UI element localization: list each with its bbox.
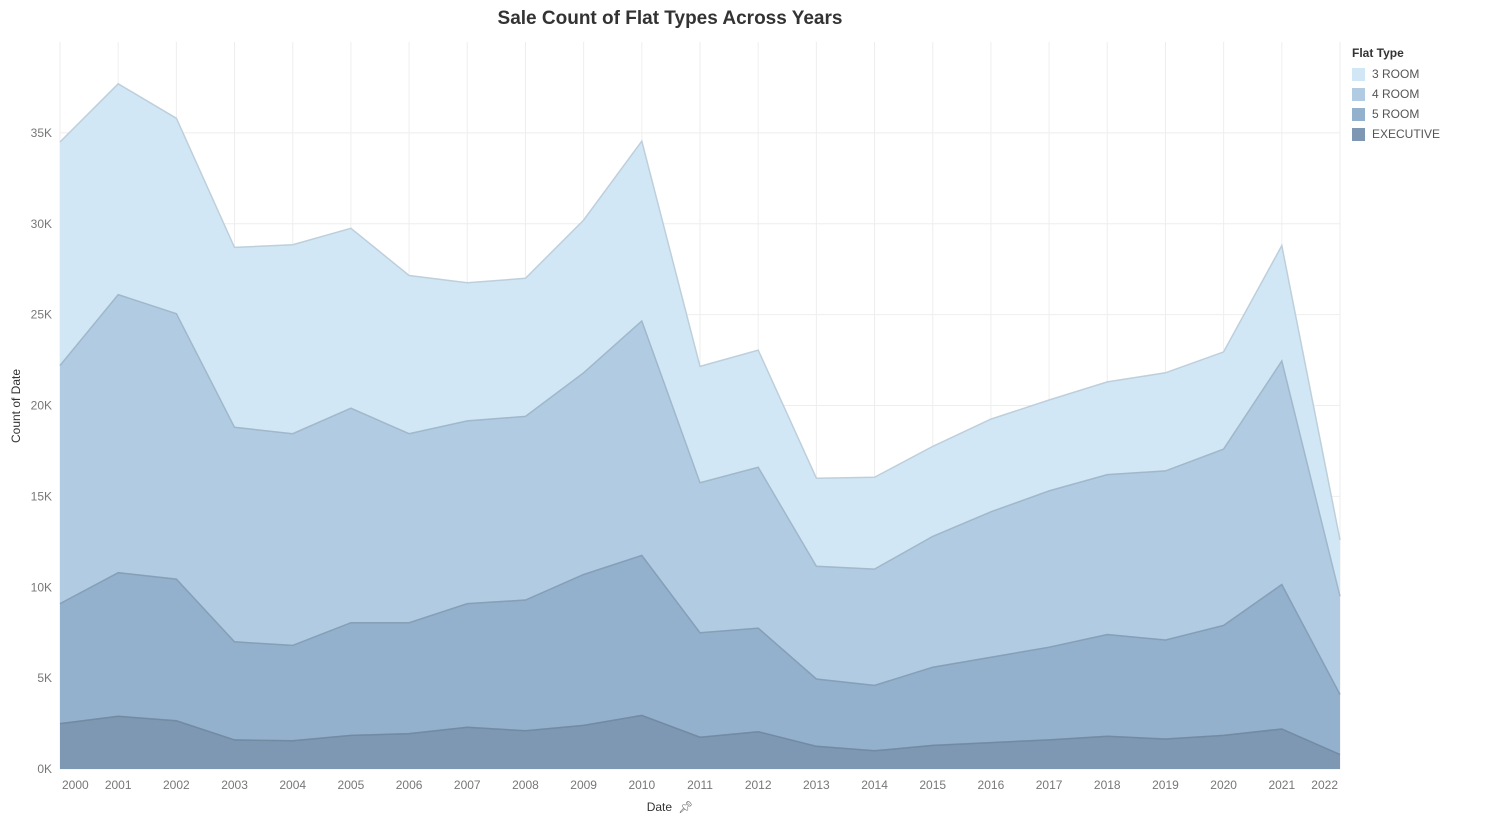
legend-label: 4 ROOM: [1372, 87, 1420, 101]
line-executive: [59, 714, 1341, 756]
x-tick-label: 2000: [62, 778, 89, 792]
chart-title: Sale Count of Flat Types Across Years: [497, 8, 843, 29]
x-tick-label: 2005: [338, 778, 365, 792]
x-tick-label: 2017: [1036, 778, 1063, 792]
area-4-room[interactable]: [60, 294, 1340, 695]
line-4-room: [59, 293, 1341, 597]
y-tick-label: 25K: [31, 308, 52, 322]
y-axis-title: Count of Date: [9, 369, 23, 443]
legend-swatch: [1352, 107, 1365, 121]
legend-item-executive[interactable]: EXECUTIVE: [1352, 124, 1440, 144]
x-tick-label: 2018: [1094, 778, 1121, 792]
x-tick-label: 2020: [1210, 778, 1237, 792]
legend-item-3-room[interactable]: 3 ROOM: [1352, 64, 1440, 84]
legend-items: 3 ROOM 4 ROOM 5 ROOM EXECUTIVE: [1352, 64, 1440, 144]
x-tick-label: 2008: [512, 778, 539, 792]
x-tick-label: 2003: [221, 778, 248, 792]
x-tick-label: 2013: [803, 778, 830, 792]
x-tick-label: 2009: [570, 778, 597, 792]
series-lines: [59, 82, 1341, 756]
legend-swatch: [1352, 67, 1365, 81]
area-executive[interactable]: [60, 715, 1340, 769]
x-axis-title: Date: [646, 800, 673, 814]
x-tick-label: 2012: [745, 778, 772, 792]
pin-icon[interactable]: 📌︎: [678, 800, 694, 814]
line-5-room: [59, 554, 1341, 695]
area-layer: [60, 83, 1340, 769]
y-tick-label: 30K: [31, 217, 52, 231]
legend-item-5-room[interactable]: 5 ROOM: [1352, 104, 1440, 124]
y-tick-label: 35K: [31, 126, 52, 140]
x-tick-label: 2010: [628, 778, 655, 792]
legend-label: 3 ROOM: [1372, 67, 1420, 81]
x-tick-label: 2021: [1268, 778, 1295, 792]
legend-label: EXECUTIVE: [1372, 127, 1441, 141]
x-tick-label: 2014: [861, 778, 888, 792]
y-tick-label: 15K: [31, 489, 52, 503]
legend-swatch: [1352, 87, 1365, 101]
x-tick-label: 2002: [163, 778, 190, 792]
x-axis-title-container: Date 📌︎: [0, 800, 1340, 814]
x-tick-label: 2001: [105, 778, 132, 792]
y-axis-ticks: 0K 5K 10K 15K 20K 25K 30K 35K: [31, 126, 52, 776]
x-tick-label: 2004: [279, 778, 306, 792]
legend-title: Flat Type: [1352, 46, 1404, 60]
y-tick-label: 5K: [37, 671, 52, 685]
x-tick-label: 2006: [396, 778, 423, 792]
legend-label: 5 ROOM: [1372, 107, 1420, 121]
x-tick-label: 2011: [687, 778, 713, 792]
legend: Flat Type 3 ROOM 4 ROOM 5 ROOM EXECUTIVE: [1352, 46, 1440, 144]
legend-item-4-room[interactable]: 4 ROOM: [1352, 84, 1440, 104]
legend-swatch: [1352, 127, 1365, 141]
x-tick-label: 2019: [1152, 778, 1179, 792]
x-tick-label: 2015: [919, 778, 946, 792]
y-tick-label: 0K: [37, 762, 52, 776]
y-tick-label: 10K: [31, 580, 52, 594]
x-tick-label: 2016: [978, 778, 1005, 792]
area-3-room[interactable]: [60, 83, 1340, 597]
x-axis-ticks: 2000 2001 2002 2003 2004 2005 2006 2007 2008 2009…: [62, 778, 1338, 792]
area-5-room[interactable]: [60, 555, 1340, 755]
y-tick-label: 20K: [31, 399, 52, 413]
line-3-room: [59, 82, 1341, 541]
x-tick-label: 2007: [454, 778, 481, 792]
x-tick-label: 2022: [1311, 778, 1338, 792]
